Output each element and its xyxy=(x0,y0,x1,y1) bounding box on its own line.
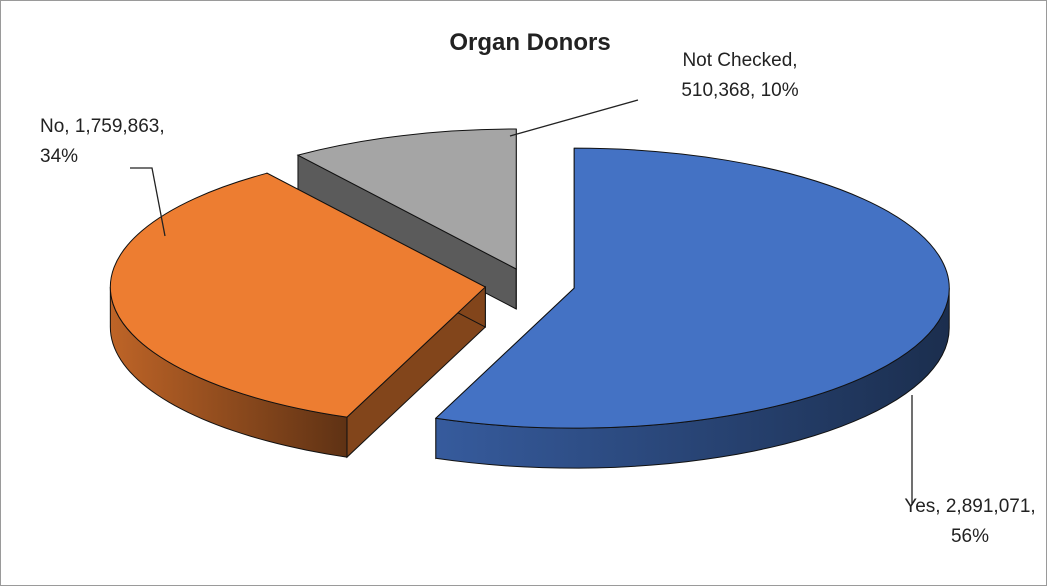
slice-top xyxy=(434,147,950,429)
data-label: 56% xyxy=(951,526,989,547)
leader-line xyxy=(130,167,166,237)
slice-top xyxy=(109,172,487,418)
pie-slice xyxy=(296,128,517,310)
data-label: 510,368, 10% xyxy=(681,80,798,101)
data-label: Yes, 2,891,071, xyxy=(904,496,1035,517)
leader-line xyxy=(509,99,639,137)
data-label: No, 1,759,863, xyxy=(40,116,165,137)
slice-top xyxy=(296,128,517,270)
data-label: 34% xyxy=(40,146,78,167)
data-label: Not Checked, xyxy=(682,50,797,71)
chart-title: Organ Donors xyxy=(449,29,610,56)
pie-slice xyxy=(109,172,487,459)
pie-slice xyxy=(434,147,950,469)
